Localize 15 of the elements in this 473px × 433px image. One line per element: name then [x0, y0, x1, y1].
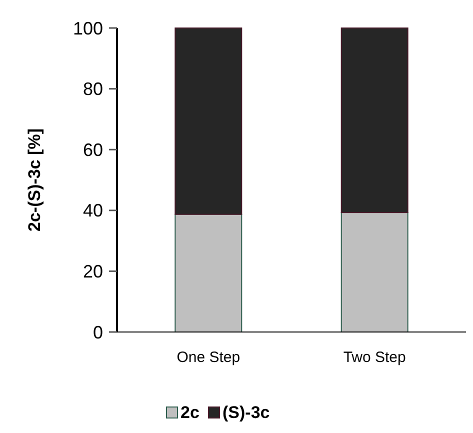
- legend-label: (S)-3c: [222, 403, 270, 422]
- legend-label: 2c: [180, 403, 200, 422]
- bar: [174, 28, 242, 215]
- y-tick-label: 100: [72, 18, 103, 38]
- y-tick-label: 0: [92, 322, 103, 342]
- bar: [174, 214, 242, 332]
- bar: [340, 212, 408, 332]
- y-tick-label: 40: [82, 200, 103, 221]
- y-tick-label: 60: [82, 140, 103, 160]
- y-tick-label: 80: [82, 79, 103, 100]
- y-axis-title: 2c-(S)-3c [%]: [25, 128, 44, 232]
- bar: [340, 28, 408, 214]
- y-tick-label: 20: [82, 262, 103, 282]
- x-tick-label: Two Step: [343, 349, 406, 366]
- x-tick-label: One Step: [176, 349, 240, 366]
